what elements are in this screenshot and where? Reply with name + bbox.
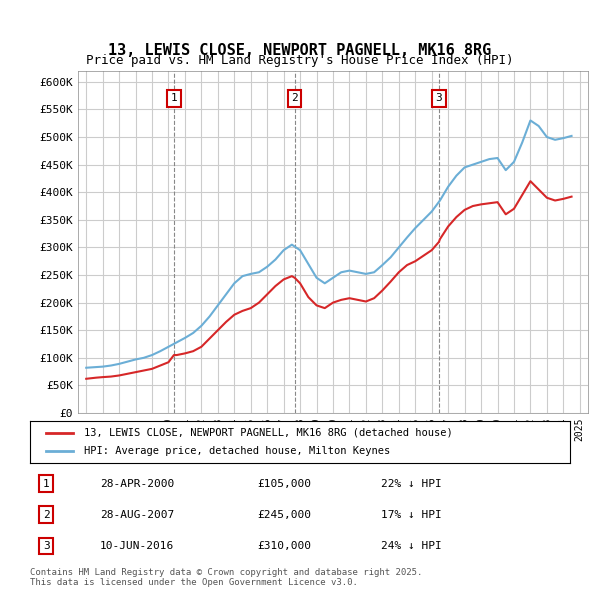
Text: 1: 1: [170, 93, 177, 103]
Text: 3: 3: [43, 541, 50, 551]
Text: 13, LEWIS CLOSE, NEWPORT PAGNELL, MK16 8RG (detached house): 13, LEWIS CLOSE, NEWPORT PAGNELL, MK16 8…: [84, 428, 453, 438]
Text: 22% ↓ HPI: 22% ↓ HPI: [381, 478, 442, 489]
Text: 24% ↓ HPI: 24% ↓ HPI: [381, 541, 442, 551]
Text: £245,000: £245,000: [257, 510, 311, 520]
Text: 2: 2: [291, 93, 298, 103]
Text: Contains HM Land Registry data © Crown copyright and database right 2025.
This d: Contains HM Land Registry data © Crown c…: [30, 568, 422, 587]
Text: HPI: Average price, detached house, Milton Keynes: HPI: Average price, detached house, Milt…: [84, 446, 390, 456]
Text: 28-APR-2000: 28-APR-2000: [100, 478, 175, 489]
Text: 3: 3: [436, 93, 442, 103]
Text: Price paid vs. HM Land Registry's House Price Index (HPI): Price paid vs. HM Land Registry's House …: [86, 54, 514, 67]
Text: 28-AUG-2007: 28-AUG-2007: [100, 510, 175, 520]
Text: 17% ↓ HPI: 17% ↓ HPI: [381, 510, 442, 520]
Text: £105,000: £105,000: [257, 478, 311, 489]
Text: 13, LEWIS CLOSE, NEWPORT PAGNELL, MK16 8RG: 13, LEWIS CLOSE, NEWPORT PAGNELL, MK16 8…: [109, 42, 491, 58]
Text: 1: 1: [43, 478, 50, 489]
Text: £310,000: £310,000: [257, 541, 311, 551]
Text: 10-JUN-2016: 10-JUN-2016: [100, 541, 175, 551]
Text: 2: 2: [43, 510, 50, 520]
